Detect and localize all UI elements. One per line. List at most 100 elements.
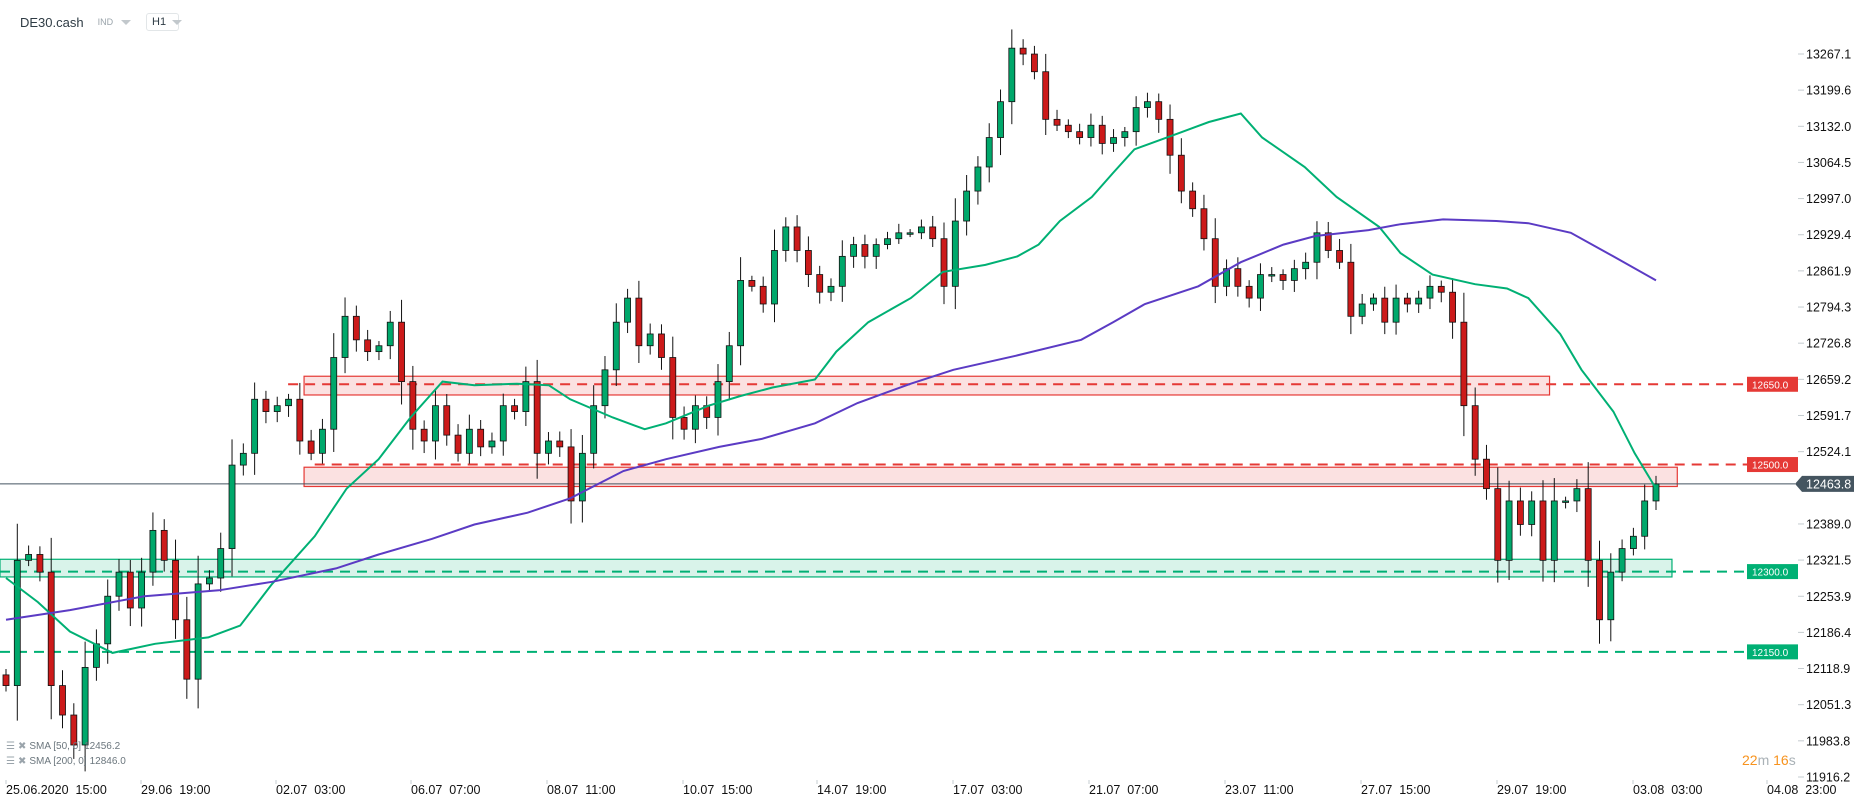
candle-body	[330, 357, 338, 430]
candle-body	[725, 345, 733, 382]
candle	[635, 280, 643, 363]
candle-body	[658, 333, 665, 358]
list-icon[interactable]: ☰	[6, 741, 15, 752]
candle-body	[36, 554, 44, 573]
candle-body	[556, 440, 564, 448]
candle	[1189, 182, 1197, 217]
candle	[884, 231, 891, 250]
candle	[1584, 462, 1592, 587]
y-tick-label: 12861.9	[1806, 264, 1851, 278]
x-tick-label: 29.07 19:00	[1497, 783, 1567, 797]
candle-body	[206, 577, 213, 585]
candle	[149, 512, 157, 586]
candle-body	[1279, 274, 1287, 281]
sma-50-line	[5, 112, 1657, 654]
candle-body	[511, 405, 518, 412]
candle	[567, 429, 575, 524]
list-icon[interactable]: ☰	[6, 756, 15, 767]
legend-sma50[interactable]: ☰ ✖ SMA [50, 0] 12456.2	[6, 741, 120, 752]
candle	[872, 238, 880, 269]
candle-body	[499, 405, 507, 442]
candle	[703, 396, 711, 429]
candle-body	[929, 226, 937, 240]
candle-body	[884, 238, 891, 245]
sma-200-line	[5, 218, 1657, 621]
candle	[669, 336, 677, 440]
candle	[714, 364, 722, 436]
candle	[1460, 292, 1468, 437]
candle	[1403, 292, 1411, 313]
candle-body	[59, 685, 66, 716]
candle	[1076, 123, 1084, 145]
candle	[838, 240, 846, 302]
close-icon[interactable]: ✖	[17, 741, 27, 752]
candle	[81, 641, 89, 772]
candle-body	[1437, 285, 1445, 293]
candle-body	[612, 321, 620, 371]
candle-body	[296, 398, 304, 442]
candle	[1449, 278, 1456, 339]
candle-body	[1042, 71, 1050, 120]
legend-sma200[interactable]: ☰ ✖ SMA [200, 0] 12846.0	[6, 756, 126, 767]
candle-body	[194, 583, 202, 680]
candle-body	[364, 339, 372, 353]
candle	[432, 388, 439, 460]
candle-body	[1336, 250, 1343, 263]
y-tick-label: 11916.2	[1806, 771, 1850, 785]
candle-body	[1087, 124, 1095, 138]
candle-body	[1019, 47, 1027, 55]
y-tick-label: 13132.0	[1806, 120, 1851, 134]
x-tick-label: 21.07 07:00	[1089, 783, 1159, 797]
candle	[1539, 480, 1547, 582]
candle-body	[567, 446, 575, 502]
candle	[319, 418, 326, 464]
candle-body	[1313, 232, 1321, 263]
candle	[1618, 539, 1626, 582]
candle	[1381, 286, 1389, 335]
candle-body	[1370, 297, 1377, 305]
candle-body	[545, 440, 552, 454]
candle	[285, 393, 292, 417]
candle-body	[47, 571, 55, 686]
candle-body	[1110, 137, 1117, 144]
candle-body	[680, 417, 688, 430]
candle	[1607, 553, 1615, 642]
symbol-name[interactable]: DE30.cash	[20, 14, 84, 30]
level-label: 12500.0	[1752, 461, 1789, 472]
current-price-label: 12463.8	[1806, 477, 1851, 491]
candle	[816, 265, 824, 304]
symbol-dropdown-icon[interactable]	[121, 19, 132, 25]
y-tick-label: 11983.8	[1806, 734, 1850, 748]
close-icon[interactable]: ✖	[17, 756, 27, 767]
candle	[1177, 138, 1185, 204]
candle-body	[590, 405, 598, 454]
candle-body	[1584, 488, 1592, 561]
candle-body	[1076, 131, 1084, 138]
x-tick-label: 25.06.2020 15:00	[6, 783, 107, 797]
candle	[1019, 39, 1027, 66]
candle-countdown: 22m 16s	[1742, 752, 1796, 768]
level-label-box	[1747, 457, 1798, 473]
y-tick-label: 12186.4	[1806, 626, 1851, 640]
candle	[13, 523, 21, 721]
y-tick-label: 12524.1	[1806, 445, 1851, 459]
candle-body	[533, 381, 541, 454]
candle-body	[1652, 483, 1660, 502]
timeframe-select[interactable]: H1	[146, 13, 183, 31]
candle	[70, 703, 78, 759]
candle	[465, 414, 473, 464]
candle	[228, 439, 236, 577]
candle-body	[1155, 101, 1163, 120]
candle	[737, 257, 744, 366]
candle	[217, 532, 225, 592]
candle-body	[1573, 488, 1581, 502]
candle	[499, 393, 507, 456]
candle-body	[1211, 238, 1219, 287]
x-tick-label: 29.06 19:00	[141, 783, 211, 797]
candle-body	[126, 571, 134, 609]
candle	[1494, 467, 1502, 583]
candle-body	[1347, 261, 1355, 317]
candle-body	[816, 274, 824, 293]
y-tick-label: 12997.0	[1806, 192, 1851, 206]
